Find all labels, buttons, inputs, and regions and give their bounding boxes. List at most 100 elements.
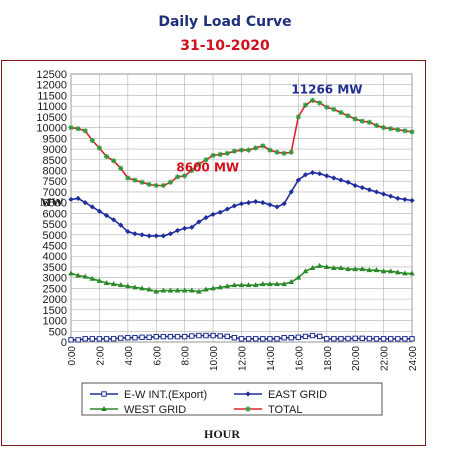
data-point: [153, 182, 159, 189]
data-point: [309, 170, 316, 176]
legend-item: E-W INT.(Export): [90, 389, 207, 401]
legend-marker: [101, 406, 107, 411]
data-point: [324, 104, 330, 110]
y-tick-label: 500: [49, 326, 67, 338]
data-point: [125, 228, 131, 235]
x-tick-label: 16:00: [294, 346, 305, 371]
data-point: [224, 283, 231, 289]
data-point: [210, 332, 216, 339]
y-tick-label: 11000: [37, 101, 67, 113]
data-point: [68, 196, 74, 203]
series-total: [68, 97, 415, 189]
data-point: [89, 137, 95, 144]
legend-label: WEST GRID: [124, 404, 186, 416]
data-point: [253, 198, 259, 205]
y-tick-label: 5500: [43, 219, 67, 231]
data-point: [373, 267, 380, 273]
x-tick-label: 18:00: [323, 346, 334, 371]
legend-item: EAST GRID: [234, 389, 327, 401]
data-point: [82, 128, 88, 134]
series-group: [68, 97, 415, 343]
data-point: [295, 114, 301, 120]
data-point: [217, 333, 223, 339]
data-point: [210, 285, 216, 291]
data-point: [146, 334, 152, 340]
data-point: [352, 335, 358, 342]
y-tick-label: 8000: [43, 165, 67, 177]
data-point: [139, 285, 145, 291]
data-point: [189, 333, 195, 339]
data-point: [323, 263, 330, 269]
legend-item: WEST GRID: [90, 404, 186, 416]
data-point: [324, 173, 330, 179]
data-point: [224, 150, 230, 156]
data-point: [409, 336, 415, 342]
data-point: [345, 179, 351, 185]
y-tick-label: 5000: [43, 230, 67, 242]
data-point: [309, 97, 316, 104]
y-tick-label: 7500: [43, 176, 67, 188]
data-point: [245, 336, 252, 342]
data-point: [281, 335, 287, 341]
data-point: [132, 231, 138, 237]
data-point: [189, 224, 195, 230]
data-point: [196, 219, 202, 225]
data-point: [167, 231, 174, 237]
data-point: [68, 337, 74, 343]
data-point: [331, 106, 337, 112]
data-point: [281, 281, 287, 287]
data-point: [125, 175, 131, 181]
y-tick-label: 2500: [43, 283, 67, 295]
data-point: [110, 281, 117, 287]
data-point: [82, 336, 88, 342]
data-point: [89, 275, 96, 281]
data-point: [224, 333, 230, 340]
data-point: [188, 287, 195, 293]
data-point: [309, 265, 316, 271]
data-point: [274, 149, 280, 155]
data-point: [132, 284, 138, 290]
data-point: [217, 151, 223, 157]
x-axis-label: HOUR: [204, 427, 240, 441]
data-point: [338, 265, 344, 271]
data-point: [267, 281, 273, 287]
data-point: [167, 179, 174, 185]
data-point: [387, 268, 394, 274]
data-point: [302, 172, 309, 178]
data-point: [288, 149, 294, 155]
data-point: [167, 333, 174, 340]
data-point: [68, 270, 74, 276]
data-point: [253, 336, 259, 342]
data-point: [75, 272, 81, 278]
data-point: [380, 191, 387, 197]
x-axis-ticks: 0:00 2:00 4:00 6:00 8:00 10:00 12:00 14:00 16:00…: [67, 346, 419, 371]
legend-label: E-W INT.(Export): [124, 389, 207, 401]
data-point: [260, 143, 266, 149]
series-east-grid: [68, 170, 415, 239]
data-point: [281, 201, 287, 207]
data-point: [324, 336, 330, 342]
data-point: [409, 270, 415, 276]
series-west-grid: [68, 262, 415, 294]
data-point: [89, 204, 95, 210]
data-point: [174, 333, 181, 340]
data-point: [309, 332, 316, 339]
data-point: [118, 335, 124, 341]
data-point: [139, 179, 145, 185]
data-point: [402, 196, 408, 203]
legend-marker: [245, 391, 251, 397]
legend: E-W INT.(Export) EAST GRID WEST GRID TOTAL: [90, 389, 327, 416]
data-point: [231, 148, 237, 154]
data-point: [103, 280, 110, 286]
data-point: [295, 274, 302, 280]
data-point: [395, 195, 401, 201]
data-point: [125, 283, 131, 289]
data-point: [231, 282, 238, 288]
y-axis-label: MW: [40, 195, 63, 209]
x-tick-label: 4:00: [124, 346, 135, 366]
data-point: [394, 269, 401, 275]
data-point: [316, 262, 323, 268]
data-point: [366, 335, 373, 342]
data-point: [96, 277, 103, 283]
peak-annotation: 11266 MW: [291, 82, 362, 96]
